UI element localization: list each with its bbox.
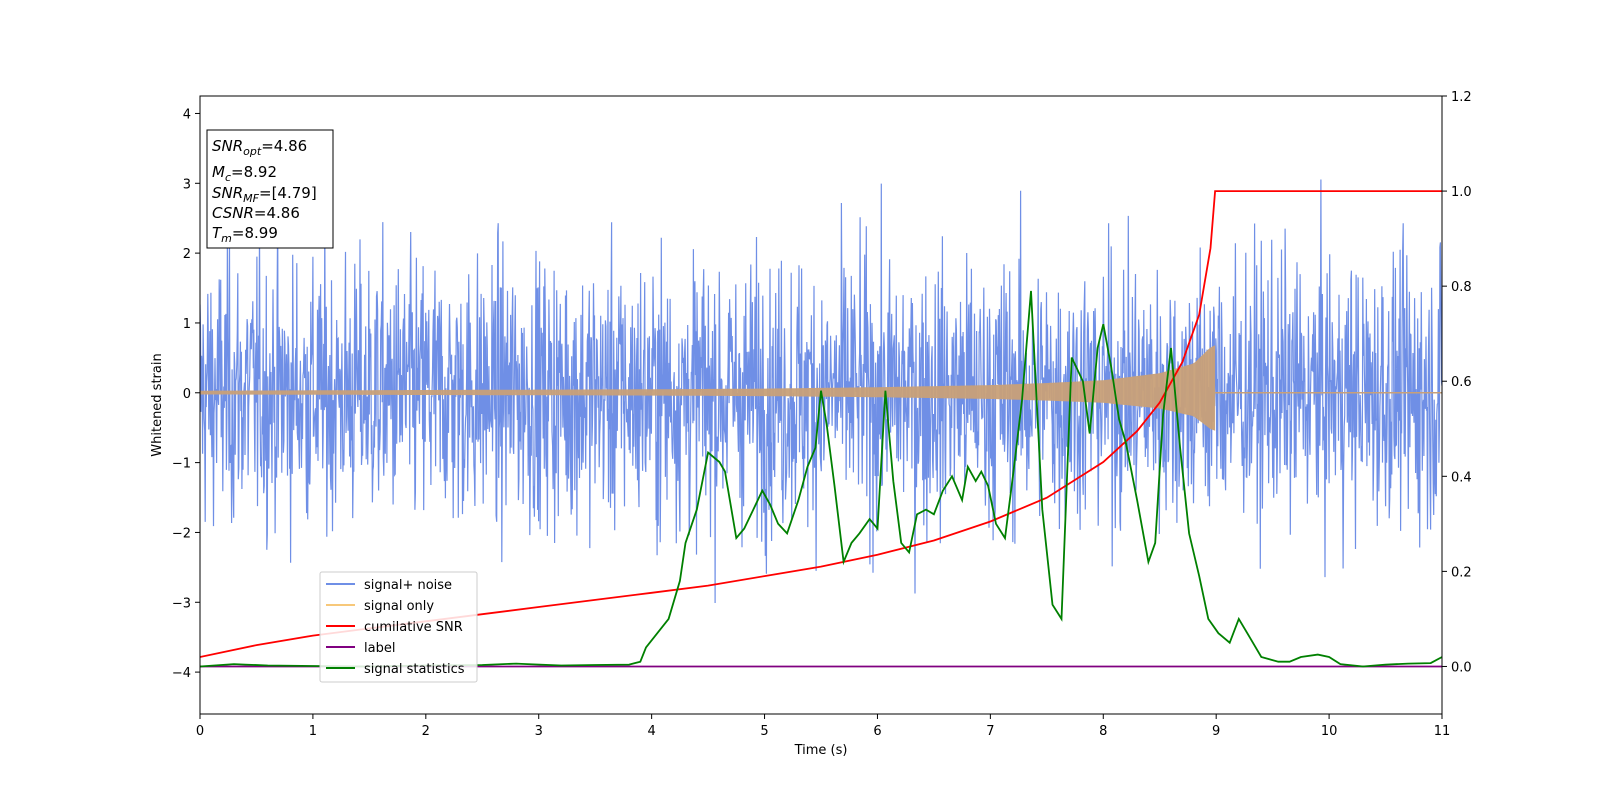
legend-label-label: label	[364, 641, 395, 656]
info-mc-value: 8.92	[244, 163, 277, 181]
x-tick-label: 6	[873, 724, 881, 739]
info-tm: Tm=8.99	[212, 224, 278, 245]
y-tick-label: −1	[172, 457, 191, 472]
y-tick-label: −4	[172, 666, 191, 681]
noise-trace	[200, 179, 1442, 604]
y-tick-label: 0	[183, 387, 191, 402]
info-box: SNRopt=4.86 Mc=8.92 SNRMF=[4.79] CSNR=4.…	[206, 129, 334, 249]
x-tick-label: 2	[422, 724, 430, 739]
info-tm-value: 8.99	[244, 224, 277, 242]
x-axis: 0 1 2 3 4 5 6 7 8 9 10 11	[196, 714, 1450, 739]
y-tick-label: −2	[172, 526, 191, 541]
x-tick-label: 7	[986, 724, 994, 739]
plot-frame	[199, 95, 1443, 715]
legend-frame	[319, 571, 478, 683]
info-csnr: CSNR=4.86	[212, 204, 300, 222]
info-box-frame	[206, 129, 334, 249]
y2-tick-label: 0.4	[1451, 470, 1472, 485]
legend-label-statistics: signal statistics	[364, 662, 465, 677]
signal-statistics-line	[200, 290, 1442, 668]
y2-tick-label: 1.2	[1451, 90, 1472, 105]
y-axis-label: Whitened strain	[150, 353, 165, 456]
y-axis-left: −4 −3 −2 −1 0 1 2 3 4	[172, 107, 200, 681]
y2-tick-label: 1.0	[1451, 185, 1472, 200]
signal-envelope	[200, 345, 1216, 431]
info-mc: Mc=8.92	[212, 163, 277, 184]
signal-series	[200, 345, 1442, 431]
noise-series	[200, 179, 1442, 604]
legend-label-noise: signal+ noise	[364, 578, 452, 593]
info-snr-mf: SNRMF=[4.79]	[212, 184, 317, 205]
info-snr-opt-value: 4.86	[274, 137, 307, 155]
y-tick-label: 3	[183, 177, 191, 192]
y-tick-label: 1	[183, 317, 191, 332]
info-csnr-value: 4.86	[267, 204, 300, 222]
y-tick-label: −3	[172, 596, 191, 611]
y-tick-label: 2	[183, 247, 191, 262]
x-tick-label: 1	[309, 724, 317, 739]
x-tick-label: 8	[1099, 724, 1107, 739]
legend-label-signal: signal only	[364, 599, 434, 614]
legend-label-cumulative-snr: cumilative SNR	[364, 620, 463, 635]
y2-tick-label: 0.8	[1451, 280, 1472, 295]
x-tick-label: 11	[1434, 724, 1451, 739]
info-snr-mf-value: [4.79]	[272, 184, 317, 202]
x-tick-label: 10	[1321, 724, 1338, 739]
y2-tick-label: 0.2	[1451, 565, 1472, 580]
info-snr-opt: SNRopt=4.86	[212, 137, 307, 158]
x-tick-label: 0	[196, 724, 204, 739]
y-tick-label: 4	[183, 107, 191, 122]
x-axis-label: Time (s)	[794, 743, 848, 758]
y2-tick-label: 0.6	[1451, 375, 1472, 390]
x-tick-label: 4	[647, 724, 655, 739]
y2-tick-label: 0.0	[1451, 660, 1472, 675]
y-axis-right: 0.0 0.2 0.4 0.6 0.8 1.0 1.2	[1442, 90, 1472, 675]
legend: signal+ noise signal only cumilative SNR…	[319, 571, 478, 683]
x-tick-label: 3	[535, 724, 543, 739]
x-tick-label: 5	[760, 724, 768, 739]
x-tick-label: 9	[1212, 724, 1220, 739]
